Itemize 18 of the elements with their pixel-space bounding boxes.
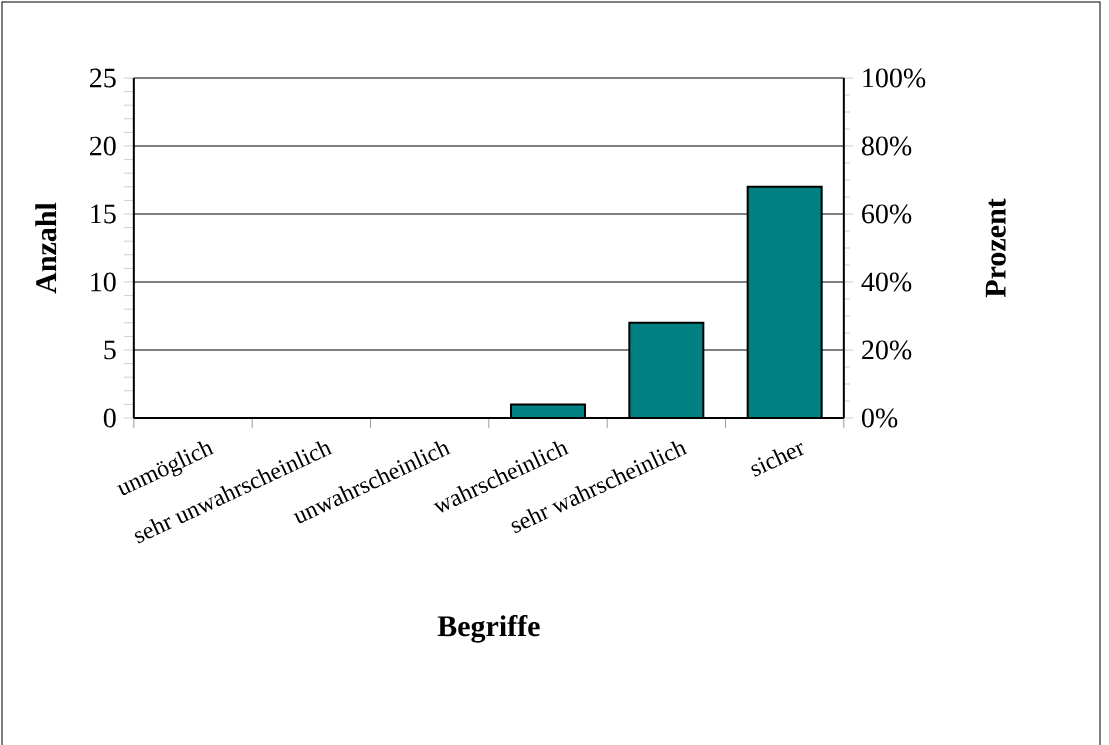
- y2-tick-label: 0%: [861, 408, 898, 428]
- bar: [746, 185, 823, 418]
- y-tick-label: 25: [89, 68, 116, 88]
- y-tick-label: 15: [91, 204, 116, 224]
- y2-tick-label: 80%: [861, 136, 912, 156]
- y-tick-label: 10: [91, 272, 116, 292]
- bar: [629, 322, 704, 418]
- y2-axis-title: Prozent: [985, 198, 1006, 298]
- y-tick-label: 0: [103, 408, 116, 428]
- y2-tick-label: 60%: [862, 204, 912, 224]
- x-axis-title: Begriffe: [437, 614, 540, 643]
- x-tick-label: sicher: [751, 442, 805, 477]
- y2-tick-label: 20%: [862, 340, 912, 360]
- y-axis-title: Anzahl: [35, 202, 57, 294]
- y-tick-label: 5: [104, 340, 116, 360]
- y2-tick-label: 100%: [863, 68, 926, 88]
- y2-tick-label: 40%: [861, 272, 912, 292]
- y-tick-label: 20: [89, 136, 116, 156]
